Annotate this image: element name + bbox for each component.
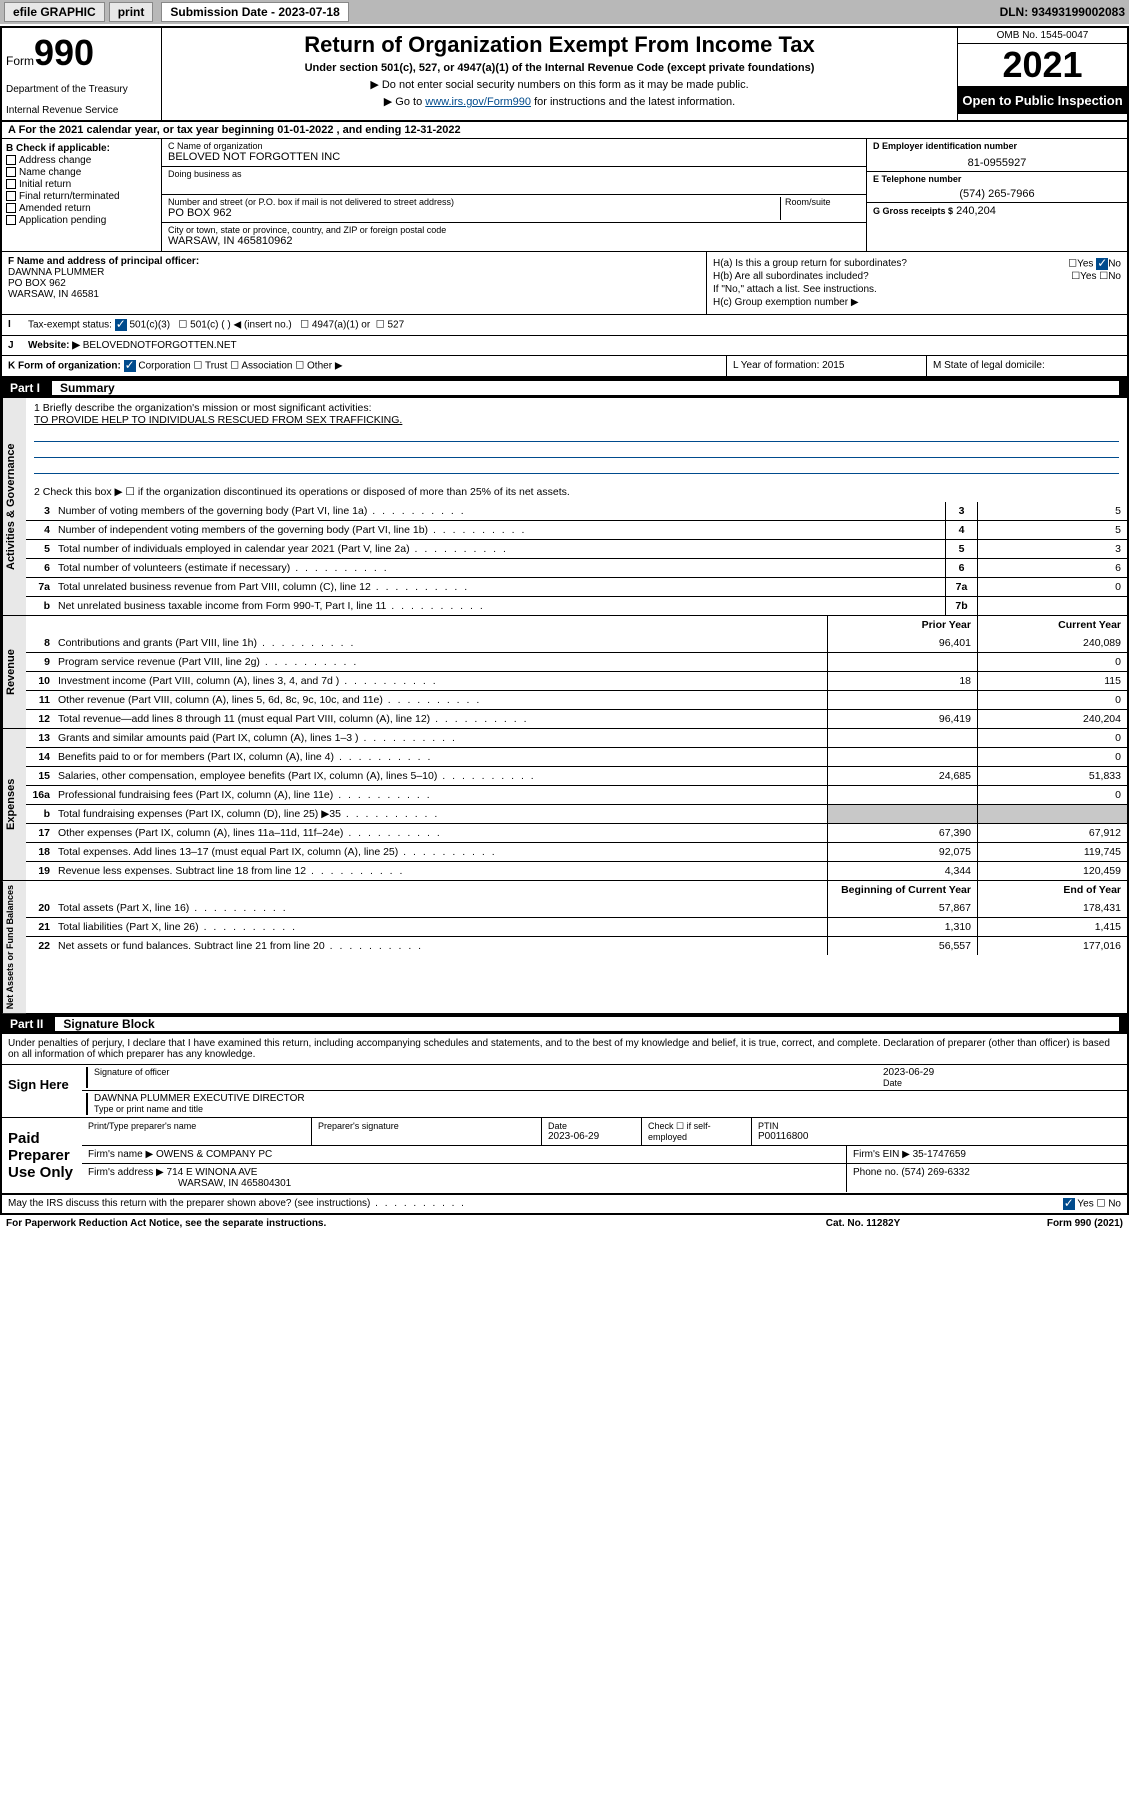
row-i-status: I Tax-exempt status: 501(c)(3) ☐ 501(c) …	[2, 315, 1127, 336]
col-f-officer: F Name and address of principal officer:…	[2, 252, 707, 314]
form-header: Form990 Department of the Treasury Inter…	[2, 28, 1127, 122]
summary-line: 19Revenue less expenses. Subtract line 1…	[26, 861, 1127, 880]
checkbox-option[interactable]: Name change	[6, 167, 157, 178]
mission-block: 1 Briefly describe the organization's mi…	[26, 398, 1127, 502]
summary-line: 22Net assets or fund balances. Subtract …	[26, 936, 1127, 955]
checkbox-option[interactable]: Initial return	[6, 179, 157, 190]
form-note-1: ▶ Do not enter social security numbers o…	[170, 78, 949, 91]
summary-line: 9Program service revenue (Part VIII, lin…	[26, 652, 1127, 671]
org-city: WARSAW, IN 465810962	[168, 235, 860, 247]
submission-date: Submission Date - 2023-07-18	[161, 2, 348, 22]
checkbox-option[interactable]: Address change	[6, 155, 157, 166]
telephone: (574) 265-7966	[873, 188, 1121, 200]
summary-line: 12Total revenue—add lines 8 through 11 (…	[26, 709, 1127, 728]
side-label-governance: Activities & Governance	[2, 398, 26, 615]
summary-line: bNet unrelated business taxable income f…	[26, 596, 1127, 615]
org-name: BELOVED NOT FORGOTTEN INC	[168, 151, 860, 163]
form-number: 990	[34, 32, 94, 73]
omb-number: OMB No. 1545-0047	[958, 28, 1127, 44]
summary-line: 3Number of voting members of the governi…	[26, 502, 1127, 520]
summary-line: 14Benefits paid to or for members (Part …	[26, 747, 1127, 766]
row-fgh: F Name and address of principal officer:…	[2, 252, 1127, 315]
checkbox-501c3-icon	[115, 319, 127, 331]
penalties-text: Under penalties of perjury, I declare th…	[2, 1034, 1127, 1065]
tax-year: 2021	[958, 44, 1127, 87]
dln-label: DLN: 93493199002083	[1000, 5, 1125, 19]
mission-text: TO PROVIDE HELP TO INDIVIDUALS RESCUED F…	[34, 414, 1119, 426]
checkbox-no-icon	[1096, 258, 1108, 270]
row-a-taxyear: A For the 2021 calendar year, or tax yea…	[2, 122, 1127, 139]
summary-line: 17Other expenses (Part IX, column (A), l…	[26, 823, 1127, 842]
row-j-website: J Website: ▶ BELOVEDNOTFORGOTTEN.NET	[2, 336, 1127, 356]
year-formation: L Year of formation: 2015	[727, 356, 927, 376]
header-mid: Return of Organization Exempt From Incom…	[162, 28, 957, 120]
irs-link[interactable]: www.irs.gov/Form990	[425, 96, 531, 108]
checkbox-yes-icon	[1063, 1198, 1075, 1210]
footer: For Paperwork Reduction Act Notice, see …	[0, 1215, 1129, 1232]
summary-line: 7aTotal unrelated business revenue from …	[26, 577, 1127, 596]
state-domicile: M State of legal domicile:	[927, 356, 1127, 376]
summary-line: 4Number of independent voting members of…	[26, 520, 1127, 539]
summary-line: bTotal fundraising expenses (Part IX, co…	[26, 804, 1127, 823]
summary-line: 5Total number of individuals employed in…	[26, 539, 1127, 558]
summary-line: 13Grants and similar amounts paid (Part …	[26, 729, 1127, 747]
part-1-header: Part I Summary	[2, 378, 1127, 398]
summary-line: 15Salaries, other compensation, employee…	[26, 766, 1127, 785]
dept-treasury: Department of the Treasury	[6, 84, 157, 95]
form-title: Return of Organization Exempt From Incom…	[170, 32, 949, 58]
sign-here-section: Sign Here Signature of officer 2023-06-2…	[2, 1065, 1127, 1118]
col-c-org: C Name of organization BELOVED NOT FORGO…	[162, 139, 867, 251]
col-h-group: H(a) Is this a group return for subordin…	[707, 252, 1127, 314]
summary-line: 11Other revenue (Part VIII, column (A), …	[26, 690, 1127, 709]
side-label-revenue: Revenue	[2, 616, 26, 728]
efile-label: efile GRAPHIC	[4, 2, 105, 22]
summary-line: 8Contributions and grants (Part VIII, li…	[26, 634, 1127, 652]
form-subtitle: Under section 501(c), 527, or 4947(a)(1)…	[170, 62, 949, 74]
summary-line: 6Total number of volunteers (estimate if…	[26, 558, 1127, 577]
paid-preparer-section: Paid Preparer Use Only Print/Type prepar…	[2, 1118, 1127, 1194]
officer-name: DAWNNA PLUMMER EXECUTIVE DIRECTOR	[94, 1093, 1123, 1104]
org-address: PO BOX 962	[168, 207, 780, 219]
summary-line: 10Investment income (Part VIII, column (…	[26, 671, 1127, 690]
side-label-netassets: Net Assets or Fund Balances	[2, 881, 26, 1013]
section-bcd: B Check if applicable: Address changeNam…	[2, 139, 1127, 252]
summary-line: 18Total expenses. Add lines 13–17 (must …	[26, 842, 1127, 861]
checkbox-corp-icon	[124, 360, 136, 372]
part-2-header: Part II Signature Block	[2, 1014, 1127, 1034]
section-netassets: Net Assets or Fund Balances Beginning of…	[2, 881, 1127, 1014]
ein: 81-0955927	[873, 157, 1121, 169]
row-klm: K Form of organization: Corporation ☐ Tr…	[2, 356, 1127, 378]
col-b-checkboxes: B Check if applicable: Address changeNam…	[2, 139, 162, 251]
gross-receipts: 240,204	[956, 205, 996, 217]
section-revenue: Revenue Prior Year Current Year 8Contrib…	[2, 616, 1127, 729]
irs-discuss-row: May the IRS discuss this return with the…	[2, 1194, 1127, 1213]
checkbox-option[interactable]: Application pending	[6, 215, 157, 226]
section-expenses: Expenses 13Grants and similar amounts pa…	[2, 729, 1127, 881]
form-note-2: ▶ Go to www.irs.gov/Form990 for instruct…	[170, 95, 949, 108]
header-right: OMB No. 1545-0047 2021 Open to Public In…	[957, 28, 1127, 120]
col-d-ein: D Employer identification number 81-0955…	[867, 139, 1127, 251]
top-bar: efile GRAPHIC print Submission Date - 20…	[0, 0, 1129, 24]
form-prefix: Form	[6, 54, 34, 68]
irs-label: Internal Revenue Service	[6, 105, 157, 116]
form-990: Form990 Department of the Treasury Inter…	[0, 26, 1129, 1215]
firm-name: OWENS & COMPANY PC	[156, 1149, 272, 1160]
section-governance: Activities & Governance 1 Briefly descri…	[2, 398, 1127, 616]
print-button[interactable]: print	[109, 2, 154, 22]
checkbox-option[interactable]: Final return/terminated	[6, 191, 157, 202]
website: BELOVEDNOTFORGOTTEN.NET	[83, 340, 237, 351]
summary-line: 16aProfessional fundraising fees (Part I…	[26, 785, 1127, 804]
summary-line: 20Total assets (Part X, line 16)57,86717…	[26, 899, 1127, 917]
side-label-expenses: Expenses	[2, 729, 26, 880]
checkbox-option[interactable]: Amended return	[6, 203, 157, 214]
summary-line: 21Total liabilities (Part X, line 26)1,3…	[26, 917, 1127, 936]
open-inspection: Open to Public Inspection	[958, 87, 1127, 114]
header-left: Form990 Department of the Treasury Inter…	[2, 28, 162, 120]
